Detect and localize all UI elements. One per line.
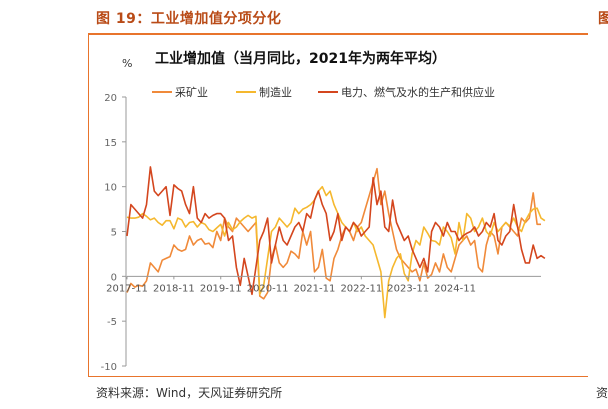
chart-title: 工业增加值（当月同比，2021年为两年平均） [155,50,446,67]
source-note: 资料来源：Wind，天风证券研究所 [96,386,283,400]
x-tick-label: 2019-11 [200,283,242,294]
series-line-0 [126,167,541,300]
y-tick-label: -10 [101,362,117,373]
y-tick-label: 5 [111,228,117,239]
frame-bottom-border [88,376,588,377]
plot-area [126,166,546,319]
frame-left-border [88,35,89,377]
y-tick-label: 10 [104,183,117,194]
legend-label-2: 电力、燃气及水的生产和供应业 [341,85,495,99]
legend-label-0: 采矿业 [175,86,208,99]
caption-divider [88,33,588,35]
y-tick-label: 15 [104,138,117,149]
series-line-2 [126,166,546,296]
next-figure-source-fragment: 资 [596,386,608,400]
legend-label-1: 制造业 [259,85,292,99]
x-tick-label: 2024-11 [434,283,476,294]
series-line-1 [126,185,546,319]
y-axis: 20 15 10 5 0 -5 -10 [101,93,127,373]
x-tick-label: 2022-11 [340,283,382,294]
x-tick-label: 2020-11 [247,283,289,294]
y-tick-label: -5 [107,317,117,328]
x-tick-label: 2023-11 [387,283,429,294]
x-tick-label: 2017-11 [106,283,148,294]
next-figure-caption-fragment: 图 [598,11,608,27]
y-axis-unit-label: % [122,57,132,70]
y-tick-label: 0 [111,272,117,283]
x-tick-label: 2018-11 [153,283,195,294]
chart-legend: 采矿业 制造业 电力、燃气及水的生产和供应业 [152,85,495,99]
x-axis: 2017-11 2018-11 2019-11 2020-11 2021-11 2022-… [106,275,541,294]
y-tick-label: 20 [104,93,117,104]
figure-caption: 图 19：工业增加值分项分化 [96,11,282,27]
x-tick-label: 2021-11 [294,283,336,294]
